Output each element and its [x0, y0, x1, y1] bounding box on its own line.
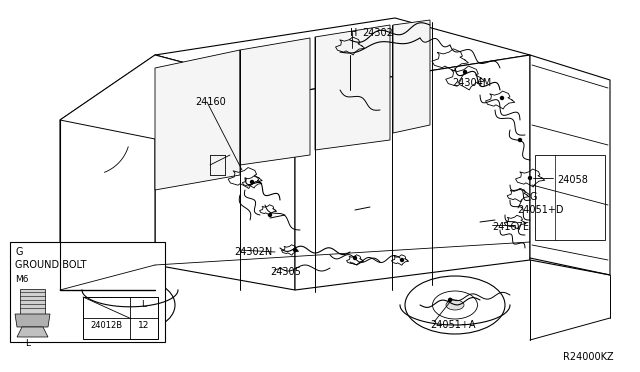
Text: R24000KZ: R24000KZ	[563, 352, 614, 362]
Polygon shape	[155, 55, 295, 290]
Ellipse shape	[433, 291, 477, 319]
Text: 24305: 24305	[270, 267, 301, 277]
Circle shape	[401, 259, 403, 262]
Polygon shape	[60, 55, 155, 290]
Text: 24302: 24302	[362, 28, 393, 38]
Polygon shape	[530, 55, 610, 275]
Polygon shape	[315, 25, 390, 150]
Text: 24012B: 24012B	[90, 321, 122, 330]
Text: M6: M6	[15, 275, 29, 284]
Polygon shape	[393, 20, 430, 133]
Circle shape	[529, 176, 531, 180]
Text: GROUND BOLT: GROUND BOLT	[15, 260, 86, 270]
Circle shape	[518, 138, 522, 141]
Ellipse shape	[405, 276, 505, 334]
Text: H: H	[350, 28, 357, 38]
Circle shape	[269, 214, 271, 217]
Text: 24304M: 24304M	[452, 78, 492, 88]
Polygon shape	[295, 55, 530, 290]
Text: 24160: 24160	[195, 97, 226, 107]
Ellipse shape	[85, 278, 175, 333]
Circle shape	[449, 298, 451, 301]
Polygon shape	[60, 55, 295, 145]
Text: 24302N: 24302N	[234, 247, 272, 257]
Circle shape	[250, 180, 253, 183]
Text: L: L	[25, 339, 30, 348]
Circle shape	[353, 257, 356, 260]
Ellipse shape	[110, 292, 150, 317]
Text: G: G	[530, 192, 538, 202]
Text: G: G	[15, 247, 22, 257]
Polygon shape	[17, 327, 48, 337]
Text: 24167E: 24167E	[492, 222, 529, 232]
Text: 24051+D: 24051+D	[517, 205, 563, 215]
Text: 24058: 24058	[557, 175, 588, 185]
Circle shape	[294, 248, 296, 251]
Polygon shape	[155, 18, 530, 92]
Text: 12: 12	[138, 321, 149, 330]
Polygon shape	[20, 289, 45, 314]
Circle shape	[500, 96, 504, 99]
Polygon shape	[240, 38, 310, 165]
Bar	[10, 242, 165, 342]
Polygon shape	[155, 50, 240, 190]
Bar	[535, 155, 605, 240]
Text: L: L	[141, 300, 147, 309]
Text: 24051+A: 24051+A	[430, 320, 476, 330]
Ellipse shape	[122, 301, 138, 310]
Bar	[83, 297, 158, 339]
Polygon shape	[15, 314, 50, 327]
Circle shape	[463, 71, 467, 74]
Ellipse shape	[446, 300, 464, 310]
